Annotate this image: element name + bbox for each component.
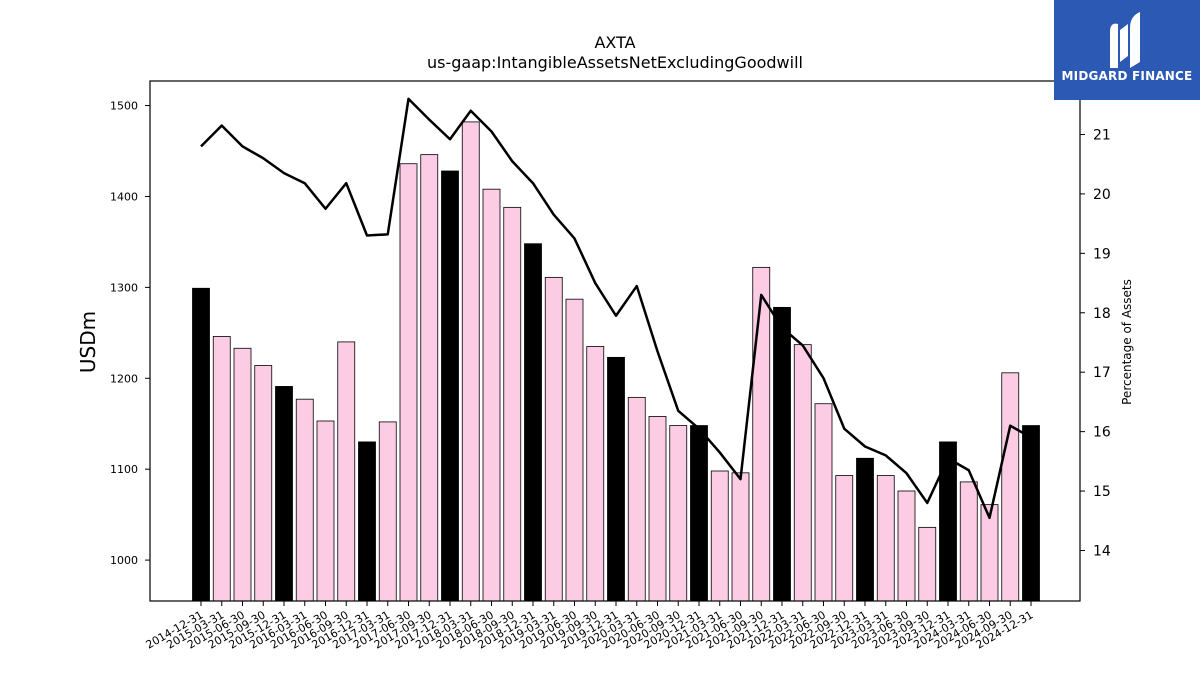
y2-axis-label: Percentage of Assets [1120, 279, 1134, 405]
bar-2023-09-30 [918, 526, 937, 602]
y2-tick-label: 17 [1093, 365, 1111, 381]
bar-2018-03-31 [461, 121, 480, 602]
y2-tick-label: 18 [1093, 306, 1111, 322]
y2-ticks: 14 15 16 17 18 19 20 21 [1080, 127, 1111, 559]
y2-tick-label: 14 [1093, 543, 1111, 559]
plot-frame [149, 80, 1081, 602]
y-tick-label: 1200 [110, 372, 138, 385]
y-axis-label: USDm [76, 311, 100, 373]
bar-2021-09-30 [752, 266, 771, 602]
bar-2016-09-30 [337, 341, 356, 602]
bar-2017-06-30 [399, 163, 418, 602]
bar-2019-12-31 [607, 356, 625, 602]
percentage-line-group [200, 97, 1032, 520]
bar-2020-09-30 [669, 425, 688, 602]
y2-tick-label: 21 [1093, 127, 1111, 143]
bar-2023-12-31 [939, 441, 957, 602]
bar-2020-12-31 [690, 425, 708, 602]
bar-2022-09-30 [835, 475, 854, 602]
bar-2019-09-30 [586, 346, 605, 602]
bar-2019-06-30 [565, 298, 584, 602]
bar-2023-03-31 [876, 475, 895, 602]
y2-tick-label: 19 [1093, 246, 1111, 262]
bar-2023-06-30 [897, 490, 916, 602]
y2-tick-label: 16 [1093, 425, 1111, 441]
midgard-finance-logo: MIDGARD FINANCE [1054, 0, 1200, 100]
bar-2022-12-31 [856, 457, 874, 602]
bar-2018-09-30 [503, 206, 522, 602]
bar-2015-09-30 [254, 365, 273, 602]
bar-2017-03-31 [378, 421, 397, 602]
bar-2017-12-31 [441, 170, 459, 602]
bar-2022-06-30 [814, 403, 833, 602]
y-tick-label: 1300 [110, 281, 138, 294]
bar-2015-03-31 [212, 336, 231, 602]
bar-group [192, 121, 1040, 602]
bar-2024-12-31 [1022, 425, 1040, 602]
bar-2020-03-31 [627, 396, 646, 602]
bar-2018-06-30 [482, 188, 501, 602]
bar-2018-12-31 [524, 243, 542, 602]
x-ticks: 2014-12-312015-03-312015-06-302015-09-30… [144, 601, 1036, 652]
bar-2019-03-31 [544, 276, 563, 602]
bar-2024-09-30 [1001, 372, 1020, 602]
y-tick-label: 1400 [110, 190, 138, 203]
bar-2020-06-30 [648, 416, 667, 602]
y2-tick-label: 15 [1093, 484, 1111, 500]
bar-2021-06-30 [731, 472, 750, 602]
bar-2024-06-30 [980, 504, 999, 602]
bar-2017-09-30 [420, 154, 439, 602]
logo-mark-icon [1110, 12, 1140, 68]
bar-2021-03-31 [710, 470, 729, 602]
chart-subtitle: us-gaap:IntangibleAssetsNetExcludingGood… [427, 53, 803, 72]
bar-2021-12-31 [773, 306, 791, 602]
chart-title: AXTA [594, 33, 635, 52]
percentage-line [200, 97, 1032, 520]
y-tick-label: 1000 [110, 554, 138, 567]
bar-2016-06-30 [316, 420, 335, 602]
y2-tick-label: 20 [1093, 187, 1111, 203]
y-tick-label: 1100 [110, 463, 138, 476]
bar-2022-03-31 [793, 344, 812, 602]
bar-2015-06-30 [233, 347, 252, 602]
bar-2015-12-31 [275, 386, 293, 602]
bar-2016-03-31 [295, 398, 314, 602]
y-tick-label: 1500 [110, 100, 138, 113]
bar-2016-12-31 [358, 441, 376, 602]
logo-text: MIDGARD FINANCE [1061, 69, 1193, 83]
y-ticks: 1000 1100 1200 1300 1400 1500 [110, 100, 150, 567]
bar-2024-03-31 [959, 481, 978, 602]
bar-2014-12-31 [192, 287, 210, 602]
